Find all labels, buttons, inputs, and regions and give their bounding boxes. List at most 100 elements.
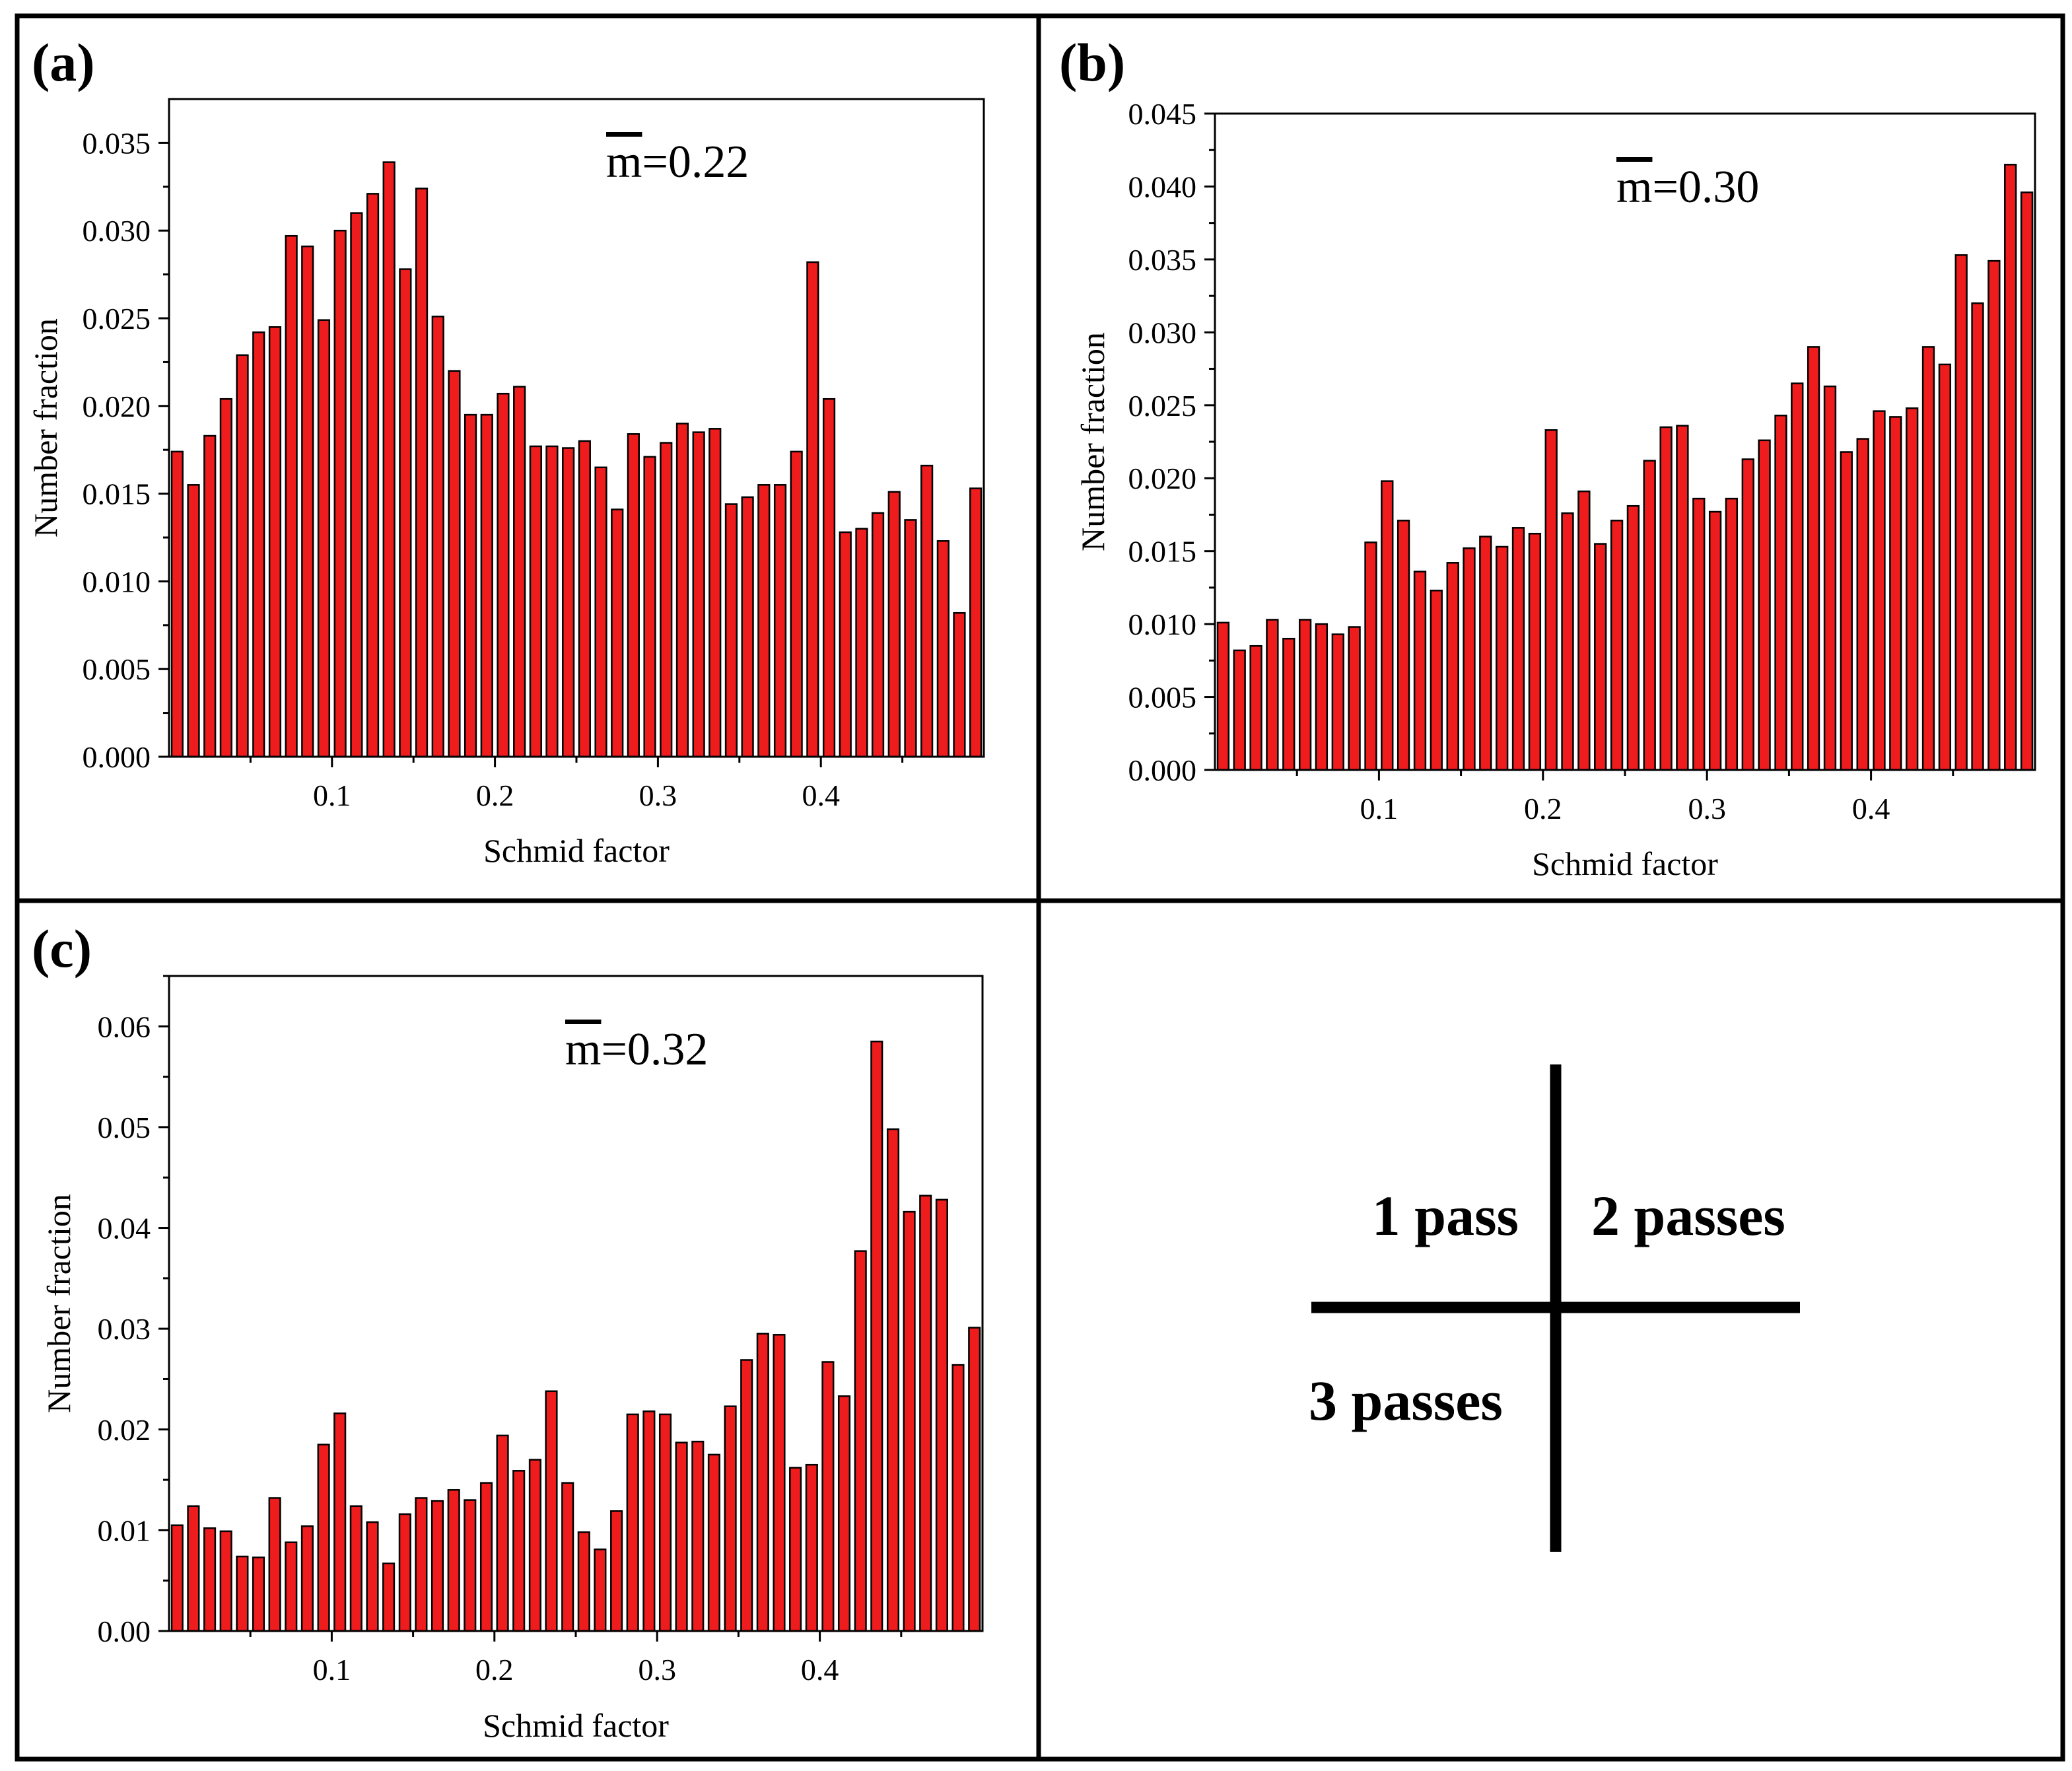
chart-b-bar: [1758, 439, 1771, 771]
chart-b-bar: [1381, 480, 1394, 771]
chart-c-bar: [886, 1128, 900, 1632]
chart-a-bar: [268, 326, 282, 758]
chart-c-bar: [837, 1395, 851, 1632]
panel-a-label: (a): [32, 32, 95, 92]
chart-c-bar: [479, 1482, 493, 1632]
chart-a-bar: [855, 528, 868, 758]
chart-a-bar: [953, 611, 966, 758]
chart-b-bar: [1331, 633, 1344, 771]
chart-c-ytick-label: 0.02: [98, 1413, 151, 1447]
chart-a-xtick-label: 0.1: [313, 779, 351, 812]
chart-b-bar: [1708, 510, 1722, 771]
chart-b-bar: [1249, 644, 1262, 771]
chart-c-bar: [512, 1470, 526, 1632]
chart-b-ytick-label: 0.015: [1128, 535, 1197, 569]
chart-a-ytick-label: 0.020: [83, 390, 151, 423]
chart-a-bar: [285, 234, 298, 758]
chart-a-ytick-label: 0.035: [83, 126, 151, 160]
chart-c-bar: [821, 1361, 835, 1632]
chart-a-bar: [790, 450, 803, 758]
chart-b-bar: [1594, 543, 1607, 771]
chart-a-bar: [203, 434, 217, 758]
chart-c-bar: [610, 1510, 623, 1632]
legend-1-pass: 1 pass: [1372, 1184, 1519, 1247]
panel-a-annotation: m=0.22: [606, 137, 749, 188]
chart-c-xtick-label: 0.1: [313, 1653, 351, 1686]
panel-c-annotation: m=0.32: [565, 1024, 708, 1075]
chart-b-ytick-label: 0.005: [1128, 681, 1197, 714]
chart-c-bar: [577, 1531, 590, 1632]
chart-c-bar: [382, 1562, 396, 1632]
chart-a-bar: [627, 433, 640, 758]
chart-b-bar: [1511, 527, 1525, 771]
panel-c-label: (c): [32, 919, 92, 979]
chart-b-bar: [1823, 385, 1837, 771]
chart-a-bar: [513, 386, 526, 758]
chart-b-bar: [1496, 545, 1509, 771]
chart-a-ytick-label: 0.030: [83, 214, 151, 248]
chart-b-bar: [1774, 414, 1787, 771]
chart-b-bar: [1348, 626, 1361, 771]
chart-a-bar: [708, 428, 722, 758]
chart-c-bar: [447, 1489, 460, 1632]
chart-c-xtick-label: 0.4: [801, 1653, 839, 1686]
chart-b-bar: [1692, 497, 1706, 771]
legend-2-passes: 2 passes: [1591, 1184, 1785, 1247]
chart-c-bar: [236, 1555, 249, 1632]
chart-b-xlabel: Schmid factor: [1532, 845, 1718, 882]
chart-b-bar: [1528, 532, 1542, 771]
chart-b-bar: [2020, 191, 2034, 771]
chart-c-xtick-label: 0.3: [638, 1653, 676, 1686]
chart-c-ytick-label: 0.05: [98, 1111, 151, 1144]
chart-c-ytick-label: 0.00: [98, 1615, 151, 1648]
chart-b-ytick-label: 0.045: [1128, 97, 1197, 131]
chart-c-ylabel: Number fraction: [40, 1194, 77, 1413]
chart-b-bar: [1643, 460, 1656, 771]
chart-a-xtick-label: 0.3: [639, 779, 677, 812]
chart-a: 0.000 0.005 0.010 0.015 0.020 0.025 0.030 0.035…: [27, 98, 985, 869]
chart-a-bar: [871, 512, 885, 758]
chart-a-bar: [675, 423, 689, 758]
legend-3-passes: 3 passes: [1309, 1369, 1503, 1432]
panel-a-annotation-value: =0.22: [642, 137, 749, 188]
chart-b-bar: [1610, 520, 1624, 771]
chart-c-bar: [317, 1443, 330, 1632]
chart-c-bar: [431, 1500, 444, 1632]
chart-b-bar: [1725, 497, 1739, 771]
chart-a-bar: [724, 503, 738, 758]
chart-b-bar: [1987, 260, 2001, 771]
chart-a-bar: [529, 445, 542, 758]
chart-a-bar: [545, 445, 559, 758]
chart-c-bar: [919, 1195, 932, 1632]
chart-a-xlabel: Schmid factor: [483, 832, 670, 869]
panel-b-annotation: m=0.30: [1616, 162, 1759, 213]
chart-b-ytick-label: 0.035: [1128, 243, 1197, 277]
chart-a-bar: [643, 456, 656, 758]
chart-c-bar: [724, 1405, 737, 1632]
chart-b-ylabel: Number fraction: [1074, 332, 1111, 551]
chart-a-bar: [382, 161, 396, 758]
chart-c-bar: [903, 1210, 916, 1632]
chart-a-bar: [562, 447, 575, 758]
chart-c-bar: [415, 1497, 428, 1632]
chart-b-bar: [1676, 425, 1689, 771]
chart-c-bar: [626, 1413, 639, 1632]
chart-c-ytick-label: 0.04: [98, 1212, 151, 1245]
chart-a-bar: [187, 484, 200, 758]
chart-c-bar: [773, 1334, 786, 1632]
chart-b-bar: [1233, 649, 1246, 771]
chart-c-bar: [675, 1441, 688, 1632]
figure-frame: [15, 13, 2065, 1762]
chart-b-bar: [1561, 512, 1574, 771]
chart-c-bar: [398, 1513, 411, 1632]
chart-b-xtick-label: 0.3: [1688, 792, 1726, 825]
chart-b-bar: [1463, 547, 1476, 771]
chart-b-bar: [1479, 536, 1492, 771]
chart-a-bar: [317, 319, 331, 758]
chart-b-bar: [1298, 619, 1312, 771]
chart-a-ytick-label: 0.000: [83, 740, 151, 774]
chart-c-bar: [968, 1327, 981, 1632]
chart-a-ytick-label: 0.010: [83, 565, 151, 598]
chart-c-ytick-label: 0.06: [98, 1010, 151, 1043]
